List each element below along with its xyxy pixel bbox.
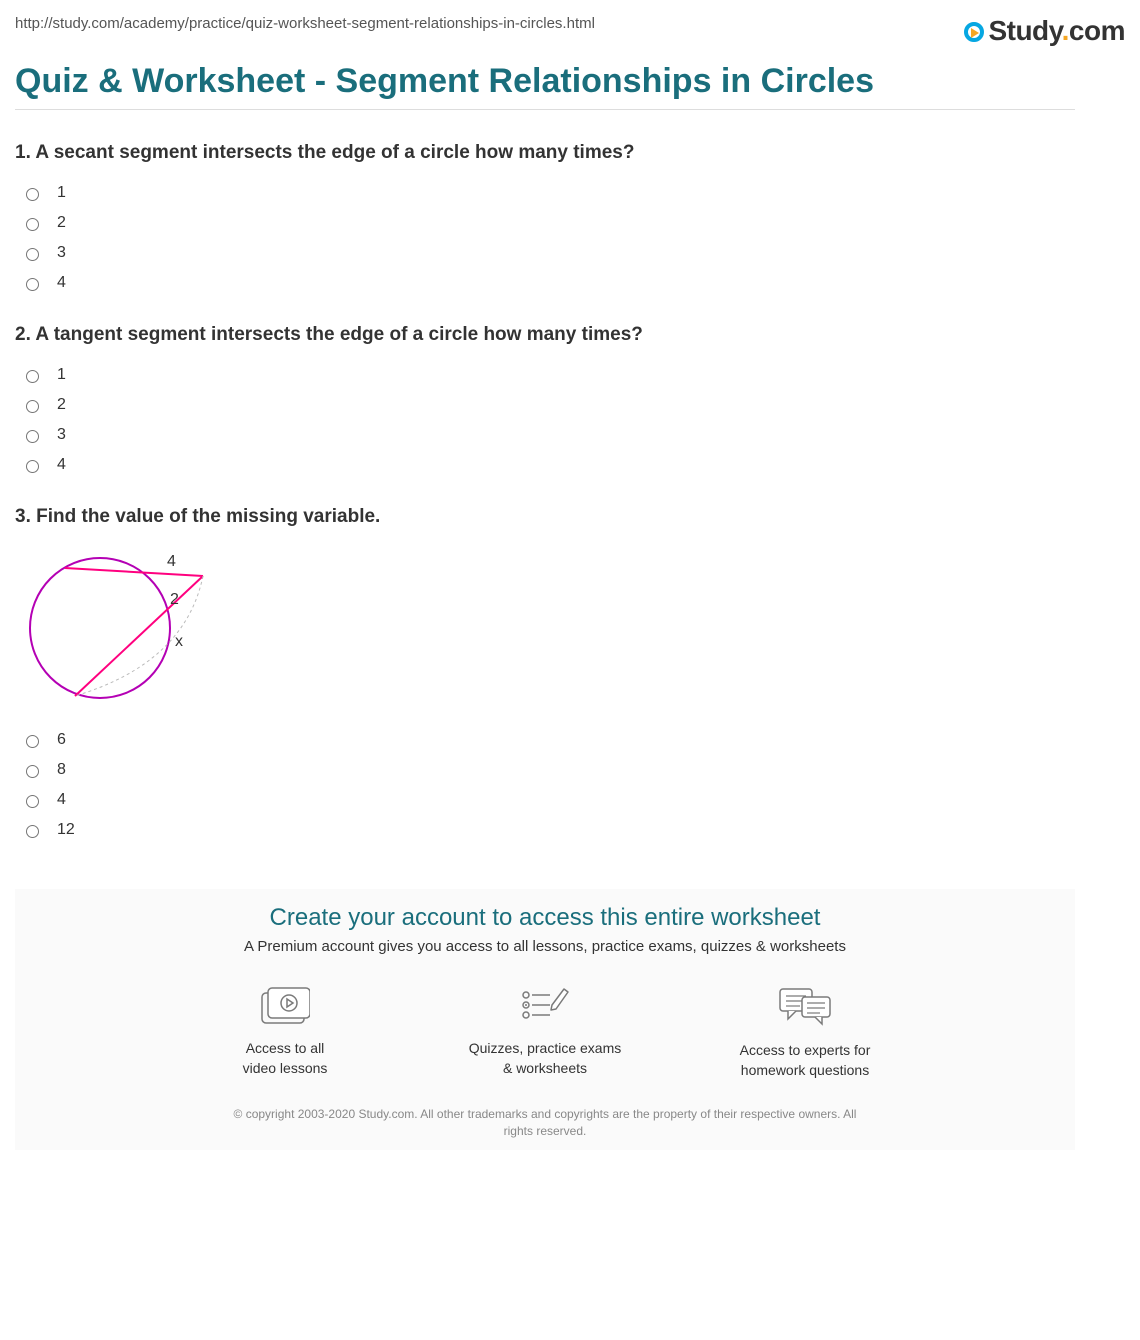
answer-radio[interactable]: [26, 795, 39, 808]
svg-text:x: x: [175, 633, 183, 650]
answer-option[interactable]: 3: [21, 244, 1075, 262]
answer-option[interactable]: 4: [21, 274, 1075, 292]
answer-text: 2: [57, 396, 66, 414]
answer-radio[interactable]: [26, 430, 39, 443]
url-bar: http://study.com/academy/practice/quiz-w…: [15, 15, 1075, 32]
svg-text:4: 4: [167, 553, 176, 570]
brand-logo: Study.com: [964, 15, 1125, 47]
feature-row: Access to all video lessons Quizzes, pra…: [15, 987, 1075, 1080]
answer-radio[interactable]: [26, 218, 39, 231]
question-block: 2. A tangent segment intersects the edge…: [15, 324, 1075, 474]
answer-option[interactable]: 2: [21, 214, 1075, 232]
answer-radio[interactable]: [26, 400, 39, 413]
answer-option[interactable]: 2: [21, 396, 1075, 414]
question-text: 2. A tangent segment intersects the edge…: [15, 324, 1075, 346]
page-url: http://study.com/academy/practice/quiz-w…: [15, 15, 595, 32]
answer-radio[interactable]: [26, 278, 39, 291]
feature-quiz: Quizzes, practice exams & worksheets: [455, 987, 635, 1080]
answer-text: 1: [57, 366, 66, 384]
feature-chat: Access to experts for homework questions: [715, 987, 895, 1080]
answer-radio[interactable]: [26, 248, 39, 261]
answer-text: 2: [57, 214, 66, 232]
question-block: 1. A secant segment intersects the edge …: [15, 142, 1075, 292]
answer-text: 1: [57, 184, 66, 202]
answer-radio[interactable]: [26, 370, 39, 383]
promo-section: Create your account to access this entir…: [15, 889, 1075, 1150]
answer-radio[interactable]: [26, 825, 39, 838]
answer-option[interactable]: 4: [21, 456, 1075, 474]
answer-option[interactable]: 12: [21, 821, 1075, 839]
feature-text: Access to experts for homework questions: [715, 1041, 895, 1080]
svg-text:2: 2: [170, 591, 179, 608]
answer-text: 4: [57, 791, 66, 809]
question-text: 1. A secant segment intersects the edge …: [15, 142, 1075, 164]
chat-icon: [778, 987, 832, 1027]
answer-option[interactable]: 1: [21, 366, 1075, 384]
answer-radio[interactable]: [26, 765, 39, 778]
answer-option[interactable]: 6: [21, 731, 1075, 749]
answer-option[interactable]: 3: [21, 426, 1075, 444]
answer-radio[interactable]: [26, 735, 39, 748]
copyright-text: © copyright 2003-2020 Study.com. All oth…: [225, 1106, 865, 1140]
answer-radio[interactable]: [26, 460, 39, 473]
page-title: Quiz & Worksheet - Segment Relationships…: [15, 62, 1075, 110]
question-diagram: 4 2 x: [15, 548, 1075, 713]
answer-text: 4: [57, 456, 66, 474]
answer-text: 8: [57, 761, 66, 779]
answer-text: 12: [57, 821, 75, 839]
feature-text: Quizzes, practice exams & worksheets: [455, 1039, 635, 1078]
question-block: 3. Find the value of the missing variabl…: [15, 506, 1075, 839]
video-icon: [260, 987, 310, 1025]
answer-text: 3: [57, 244, 66, 262]
logo-play-icon: [964, 22, 984, 42]
feature-text: Access to all video lessons: [195, 1039, 375, 1078]
promo-subtitle: A Premium account gives you access to al…: [15, 938, 1075, 955]
feature-video: Access to all video lessons: [195, 987, 375, 1080]
question-text: 3. Find the value of the missing variabl…: [15, 506, 1075, 528]
answer-radio[interactable]: [26, 188, 39, 201]
answer-option[interactable]: 8: [21, 761, 1075, 779]
quiz-icon: [520, 987, 570, 1025]
promo-title: Create your account to access this entir…: [15, 904, 1075, 932]
answer-text: 4: [57, 274, 66, 292]
answer-option[interactable]: 4: [21, 791, 1075, 809]
answer-option[interactable]: 1: [21, 184, 1075, 202]
answer-text: 3: [57, 426, 66, 444]
answer-text: 6: [57, 731, 66, 749]
